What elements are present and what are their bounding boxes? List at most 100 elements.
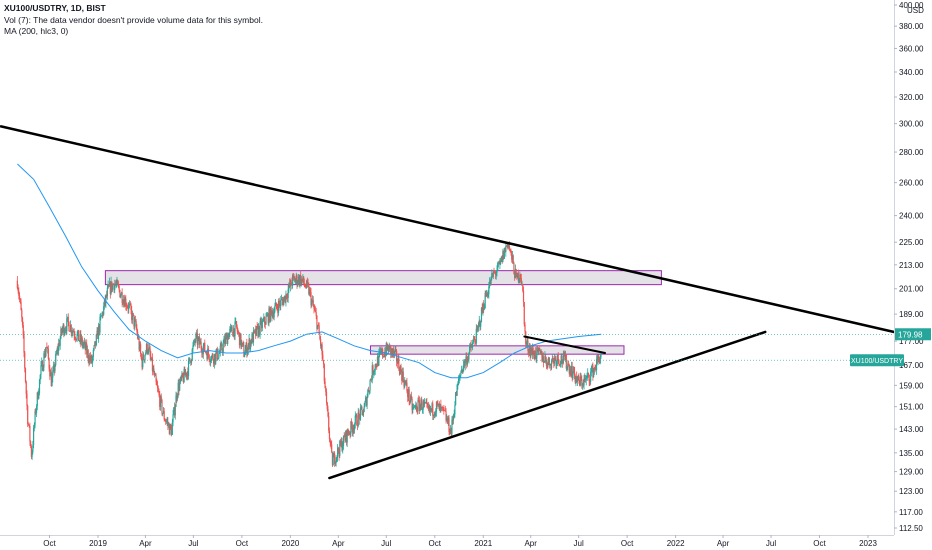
candle-body — [165, 421, 168, 423]
price-tick-label: 151.00 — [899, 403, 924, 412]
candle-body — [550, 360, 553, 369]
candle-body — [550, 364, 552, 369]
candle-body — [63, 324, 65, 335]
candle-body — [451, 419, 453, 434]
candle-body — [215, 352, 217, 362]
candle-body — [439, 404, 441, 411]
candle-body — [238, 332, 241, 346]
candle-body — [137, 331, 139, 339]
candle-body — [436, 401, 438, 404]
candle-body — [32, 445, 34, 453]
candle-body — [41, 361, 43, 366]
candle-body — [536, 347, 539, 349]
time-axis[interactable]: Oct 2019 Apr Jul Oct 2020 Apr Jul Oct 2021 Apr Jul O… — [0, 535, 894, 550]
candle-body — [151, 357, 153, 371]
trendline-1 — [0, 125, 906, 336]
candle-body — [508, 245, 510, 248]
candle-body — [22, 325, 24, 336]
candle-body — [398, 369, 401, 375]
candle-body — [284, 295, 286, 303]
candle-body — [362, 410, 364, 416]
candle-body — [361, 406, 363, 411]
candle-body — [128, 304, 131, 306]
candle-body — [387, 346, 389, 350]
candle-body — [238, 332, 240, 333]
candle-body — [345, 430, 347, 441]
candle-body — [370, 379, 372, 381]
candle-body — [53, 365, 55, 372]
candle-body — [266, 313, 269, 316]
candle-body — [250, 340, 252, 344]
candle-body — [507, 244, 509, 248]
candle-body — [178, 382, 180, 391]
candle-body — [574, 375, 576, 383]
candle-body — [232, 328, 235, 337]
candle-body — [396, 361, 398, 364]
candle-body — [522, 283, 524, 291]
candle-body — [308, 284, 310, 295]
candle-body — [429, 408, 432, 412]
candle-body — [269, 307, 272, 322]
candle-body — [513, 263, 515, 275]
candle-body — [367, 389, 370, 392]
candle-body — [157, 388, 159, 392]
candle-body — [125, 298, 127, 307]
candle-body — [93, 345, 95, 350]
candle-body — [430, 408, 432, 411]
price-tick-label: 320.00 — [899, 93, 924, 102]
candle-body — [269, 308, 271, 322]
candle-body — [561, 355, 563, 362]
candle-body — [510, 250, 512, 252]
time-tick-label: Oct — [621, 539, 634, 548]
candle-body — [290, 280, 292, 285]
candle-body — [491, 273, 494, 277]
candle-body — [584, 377, 586, 379]
candle-body — [356, 425, 359, 427]
candle-body — [228, 332, 230, 340]
candle-body — [312, 300, 314, 306]
price-axis[interactable]: 112.50 117.00 123.00 129.00 135.00 143.00 151.… — [894, 0, 932, 550]
candle-body — [216, 348, 218, 360]
candle-body — [490, 276, 492, 285]
candle-body — [408, 389, 410, 402]
candle-body — [503, 251, 505, 259]
price-tags: 179.98 XU100/USDTRY — [0, 328, 931, 367]
candle-body — [277, 308, 279, 313]
candle-body — [201, 353, 204, 355]
candle-body — [100, 315, 103, 317]
price-axis-bg — [894, 0, 932, 550]
time-tick-label: 2022 — [667, 539, 685, 548]
candle-body — [460, 372, 462, 376]
candle-body — [233, 328, 235, 337]
candle-body — [580, 376, 582, 380]
candle-body — [486, 293, 488, 297]
candle-body — [463, 360, 465, 368]
candle-body — [234, 321, 236, 337]
time-tick-label: Apr — [524, 539, 537, 548]
candle-body — [265, 316, 267, 325]
candle-body — [482, 303, 484, 313]
candle-body — [267, 313, 269, 324]
candle-body — [387, 346, 390, 352]
price-area[interactable] — [0, 0, 894, 535]
candle-body — [122, 302, 124, 304]
candle-body — [30, 441, 32, 447]
candle-body — [404, 380, 407, 384]
candle-body — [308, 289, 311, 295]
price-tick-label: 129.00 — [899, 468, 924, 477]
candle-body — [538, 348, 540, 352]
candle-body — [153, 368, 155, 375]
candle-body — [260, 320, 262, 322]
candle-body — [285, 293, 287, 303]
candle-body — [483, 307, 486, 310]
candle-body — [488, 286, 490, 295]
candle-body — [69, 331, 71, 332]
candle-body — [123, 299, 125, 304]
candle-body — [19, 299, 21, 302]
candle-body — [342, 435, 345, 446]
candle-body — [471, 347, 473, 348]
candle-body — [254, 329, 256, 331]
candle-body — [445, 411, 447, 421]
candle-body — [193, 340, 196, 343]
